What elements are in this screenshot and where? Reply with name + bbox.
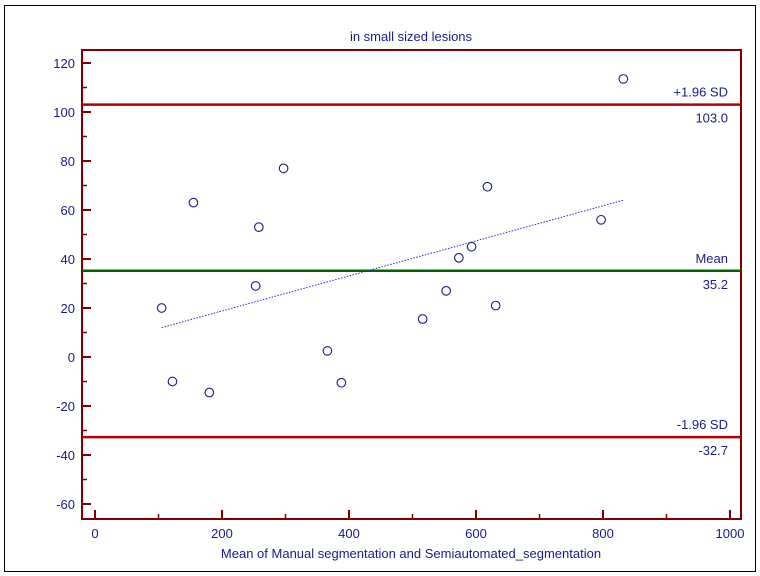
y-tick-label: 40 <box>61 252 75 267</box>
data-point <box>204 387 215 398</box>
regression-line <box>161 199 624 329</box>
data-point <box>336 377 347 388</box>
data-point <box>490 300 501 311</box>
y-tick-label: 60 <box>61 203 75 218</box>
reference-lines: +1.96 SD 103.0 Mean 35.2 -1.96 SD -32.7 <box>82 85 741 458</box>
x-tick-label: 200 <box>211 526 233 541</box>
y-tick-label: 120 <box>53 56 75 71</box>
data-point <box>278 163 289 174</box>
y-axis: -60 -40 -20 0 20 40 60 80 100 120 <box>53 56 91 512</box>
data-point <box>454 252 464 263</box>
data-point <box>188 197 199 208</box>
data-point <box>417 314 428 324</box>
data-point <box>466 241 477 252</box>
x-axis: 0 200 400 600 800 1000 <box>91 510 744 541</box>
y-tick-label: -20 <box>56 399 75 414</box>
data-point <box>167 376 178 387</box>
data-point <box>596 214 606 225</box>
y-tick-label: 20 <box>61 301 75 316</box>
data-point <box>156 303 167 313</box>
x-tick-label: 600 <box>465 526 487 541</box>
reference-line-name: -1.96 SD <box>677 417 728 432</box>
y-tick-label: -40 <box>56 448 75 463</box>
y-tick-label: -60 <box>56 497 75 512</box>
data-points <box>156 74 629 398</box>
data-point <box>250 281 261 291</box>
data-point <box>482 181 493 192</box>
x-axis-label: Mean of Manual segmentation and Semiauto… <box>221 546 601 561</box>
reference-line-value: 103.0 <box>695 111 728 126</box>
data-point <box>322 346 333 356</box>
chart-frame <box>4 5 756 572</box>
x-tick-label: 0 <box>91 526 98 541</box>
y-tick-label: 0 <box>68 350 75 365</box>
reference-line-name: Mean <box>695 251 728 266</box>
y-tick-label: 80 <box>61 154 75 169</box>
plot-area <box>81 49 742 520</box>
data-point <box>618 74 629 84</box>
x-tick-label: 1000 <box>716 526 745 541</box>
reference-line-value: -32.7 <box>698 443 728 458</box>
reference-line-value: 35.2 <box>703 277 728 292</box>
data-point <box>441 286 452 296</box>
y-tick-label: 100 <box>53 105 75 120</box>
x-tick-label: 800 <box>592 526 614 541</box>
reference-line-name: +1.96 SD <box>673 85 728 100</box>
data-point <box>253 222 264 232</box>
x-tick-label: 400 <box>338 526 360 541</box>
chart-title: in small sized lesions <box>350 29 473 44</box>
